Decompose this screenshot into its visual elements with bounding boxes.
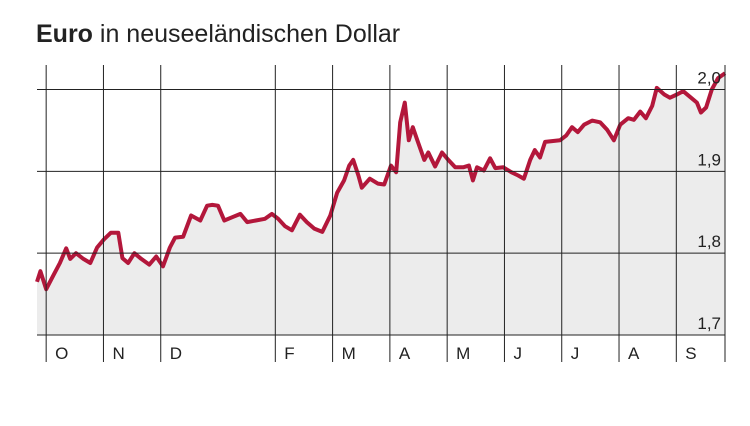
chart-title: Euro in neuseeländischen Dollar xyxy=(36,20,400,48)
x-tick-label: J xyxy=(513,344,522,363)
x-tick-label: M xyxy=(342,344,356,363)
y-tick-label: 1,8 xyxy=(697,232,721,251)
x-tick-label: O xyxy=(55,344,68,363)
x-tick-label: A xyxy=(628,344,640,363)
x-tick-label: M xyxy=(456,344,470,363)
x-tick-label: A xyxy=(399,344,411,363)
x-tick-label: S xyxy=(685,344,696,363)
title-bold: Euro xyxy=(36,20,93,48)
y-tick-label: 1,9 xyxy=(697,150,721,169)
area xyxy=(37,73,725,335)
y-tick-label: 1,7 xyxy=(697,314,721,333)
line xyxy=(35,71,727,292)
x-tick-label: J xyxy=(571,344,580,363)
x-tick-label: F xyxy=(284,344,294,363)
x-tick-label: D xyxy=(170,344,182,363)
x-tick-label: N xyxy=(112,344,124,363)
y-tick-label: 2,0 xyxy=(697,69,721,88)
title: in neuseeländischen Dollar xyxy=(100,20,400,48)
